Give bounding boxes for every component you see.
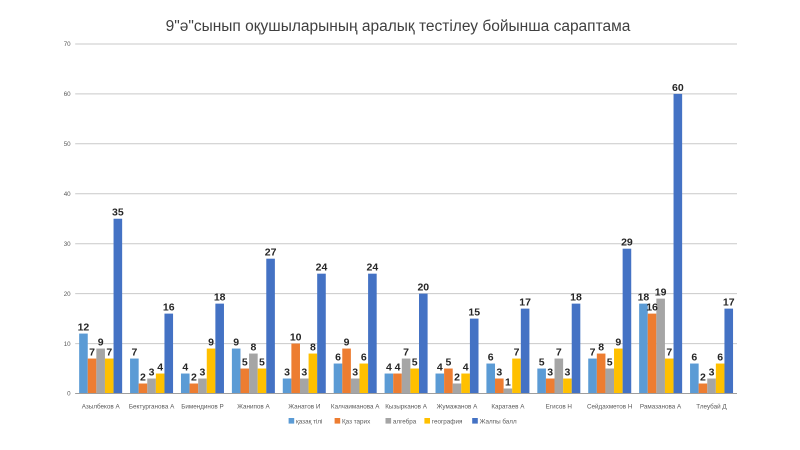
svg-text:50: 50	[64, 141, 71, 148]
svg-text:Бектурганова А: Бектурганова А	[129, 403, 175, 410]
svg-text:27: 27	[265, 247, 277, 259]
svg-text:3: 3	[301, 367, 307, 379]
svg-text:18: 18	[638, 292, 650, 304]
svg-text:5: 5	[259, 357, 265, 369]
svg-text:5: 5	[607, 357, 613, 369]
svg-text:Сейдахметов Н: Сейдахметов Н	[587, 402, 633, 410]
svg-text:30: 30	[64, 241, 71, 248]
svg-text:20: 20	[417, 282, 429, 294]
svg-text:алгебра: алгебра	[393, 417, 417, 425]
svg-text:8: 8	[598, 342, 604, 354]
svg-text:9: 9	[344, 337, 350, 349]
svg-text:6: 6	[488, 352, 494, 364]
svg-text:7: 7	[666, 347, 672, 359]
svg-text:9: 9	[615, 337, 621, 349]
svg-text:18: 18	[214, 292, 226, 304]
svg-text:7: 7	[590, 347, 596, 359]
svg-text:Жанипов А: Жанипов А	[237, 403, 270, 410]
svg-text:9"ә"сынып оқушыларының аралық: 9"ә"сынып оқушыларының аралық тестілеу б…	[166, 18, 631, 35]
svg-text:60: 60	[64, 91, 71, 98]
svg-text:2: 2	[454, 372, 460, 384]
svg-text:5: 5	[445, 357, 451, 369]
svg-text:35: 35	[112, 207, 124, 219]
svg-text:10: 10	[64, 341, 71, 348]
svg-text:6: 6	[361, 352, 367, 364]
svg-text:Жанатов И: Жанатов И	[288, 403, 321, 410]
svg-text:7: 7	[514, 347, 520, 359]
svg-text:16: 16	[646, 302, 658, 314]
svg-text:15: 15	[468, 307, 480, 319]
svg-text:9: 9	[208, 337, 214, 349]
svg-text:9: 9	[98, 337, 104, 349]
svg-text:4: 4	[157, 362, 163, 374]
svg-text:7: 7	[131, 347, 137, 359]
svg-text:Егисов Н: Егисов Н	[546, 403, 573, 410]
svg-text:0: 0	[67, 391, 71, 398]
svg-text:Калчаиманова А: Калчаиманова А	[331, 403, 380, 410]
svg-text:география: география	[432, 418, 463, 425]
svg-text:17: 17	[723, 297, 735, 309]
svg-text:4: 4	[463, 362, 469, 374]
svg-text:қазақ тілі: қазақ тілі	[296, 417, 322, 425]
svg-text:8: 8	[310, 342, 316, 354]
svg-text:19: 19	[655, 287, 667, 299]
svg-text:Каратаев А: Каратаев А	[491, 403, 525, 410]
svg-text:5: 5	[539, 357, 545, 369]
svg-text:3: 3	[564, 367, 570, 379]
svg-text:4: 4	[395, 362, 401, 374]
svg-text:17: 17	[519, 297, 531, 309]
svg-text:10: 10	[290, 332, 302, 344]
svg-text:4: 4	[182, 362, 188, 374]
svg-text:2: 2	[140, 372, 146, 384]
svg-text:5: 5	[242, 357, 248, 369]
svg-text:2: 2	[700, 372, 706, 384]
svg-text:Азылбеков А: Азылбеков А	[82, 402, 121, 410]
svg-text:Кызырканов А: Кызырканов А	[385, 403, 428, 410]
svg-text:18: 18	[570, 292, 582, 304]
svg-text:8: 8	[250, 342, 256, 354]
svg-text:16: 16	[163, 302, 175, 314]
svg-text:60: 60	[672, 82, 684, 94]
svg-text:12: 12	[78, 322, 90, 334]
svg-text:7: 7	[106, 347, 112, 359]
svg-text:7: 7	[403, 347, 409, 359]
svg-text:Тлеубай Д: Тлеубай Д	[696, 402, 727, 410]
svg-text:3: 3	[352, 367, 358, 379]
svg-text:1: 1	[505, 377, 511, 389]
svg-text:Жумажанов А: Жумажанов А	[437, 403, 478, 410]
svg-text:Бимендинов Р: Бимендинов Р	[181, 403, 223, 410]
svg-text:3: 3	[149, 367, 155, 379]
svg-text:4: 4	[386, 362, 392, 374]
svg-text:Қаз тарих: Қаз тарих	[342, 418, 371, 425]
svg-text:Жалпы балл: Жалпы балл	[480, 417, 517, 425]
svg-text:70: 70	[64, 41, 71, 48]
svg-text:3: 3	[200, 367, 206, 379]
svg-text:6: 6	[691, 352, 697, 364]
svg-text:2: 2	[191, 372, 197, 384]
svg-text:7: 7	[89, 347, 95, 359]
svg-text:3: 3	[709, 367, 715, 379]
svg-text:24: 24	[367, 262, 379, 274]
svg-text:6: 6	[717, 352, 723, 364]
svg-text:29: 29	[621, 237, 633, 249]
svg-text:3: 3	[496, 367, 502, 379]
svg-text:24: 24	[316, 262, 328, 274]
svg-text:3: 3	[547, 367, 553, 379]
svg-text:4: 4	[437, 362, 443, 374]
svg-text:7: 7	[556, 347, 562, 359]
svg-text:40: 40	[64, 191, 71, 198]
svg-text:Рамазанова А: Рамазанова А	[640, 403, 682, 410]
svg-text:6: 6	[335, 352, 341, 364]
svg-text:5: 5	[412, 357, 418, 369]
svg-text:20: 20	[64, 291, 71, 298]
svg-text:3: 3	[284, 367, 290, 379]
svg-text:9: 9	[233, 337, 239, 349]
